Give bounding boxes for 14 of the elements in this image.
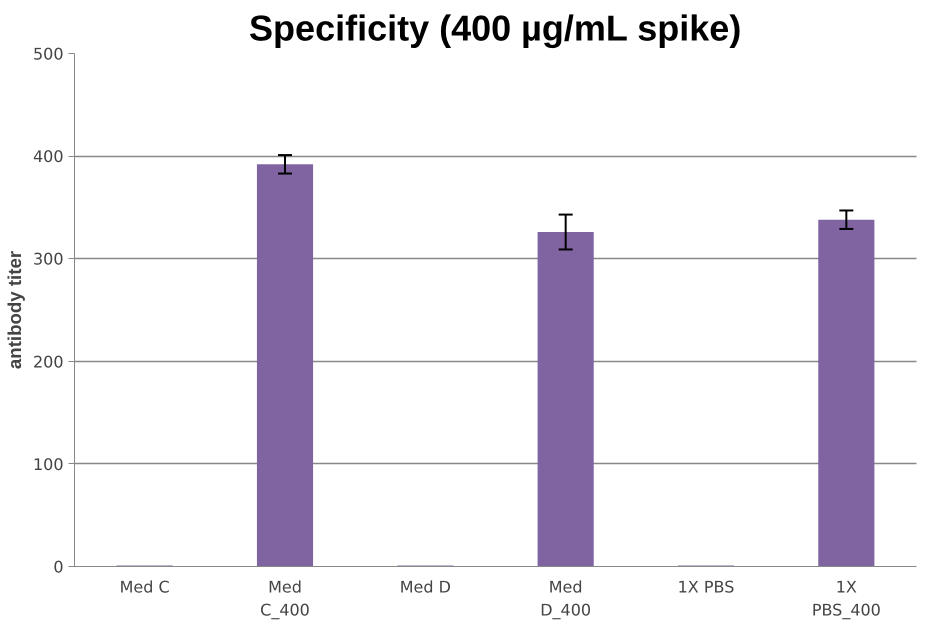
y-tick-label: 300 [32,250,64,269]
y-tick-label: 0 [53,558,64,576]
y-tick-label: 100 [32,454,64,474]
y-tick-label: 400 [32,147,64,166]
y-axis-title: antibody titer [4,250,25,370]
x-tick-label: 1X PBS_400 [812,578,881,620]
x-tick-label: Med C_400 [260,578,310,620]
y-tick-label: 200 [32,352,64,372]
y-tick-label: 500 [32,44,64,64]
chart-title: Specificity (400 µg/mL spike) [249,8,742,48]
x-tick-label: Med D [400,578,451,596]
x-tick-label: Med D_400 [540,578,592,620]
x-tick-label: Med C [120,578,170,596]
x-tick-label: 1X PBS [678,578,734,596]
